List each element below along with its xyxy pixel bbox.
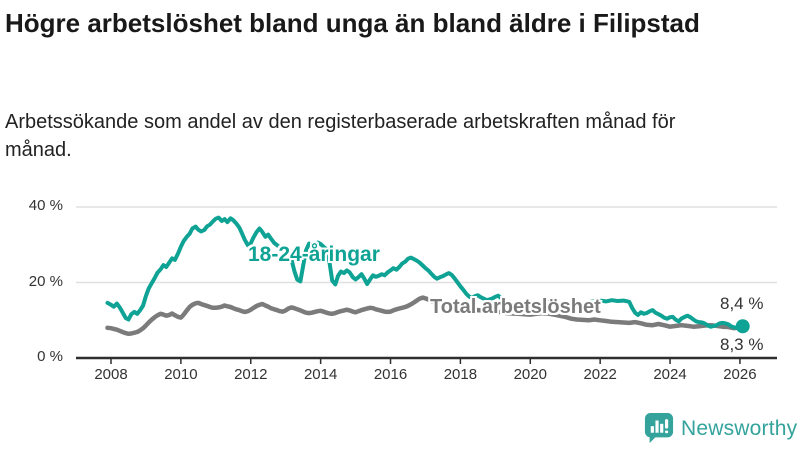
x-tick-label: 2018 <box>443 366 478 383</box>
end-value-label-youth: 8,4 % <box>720 294 764 313</box>
x-tick-label: 2022 <box>583 366 617 383</box>
newsworthy-wordmark: Newsworthy <box>681 416 798 440</box>
x-tick-label: 2008 <box>94 366 128 383</box>
series-line-18-24-åringar <box>105 215 745 330</box>
x-tick-label: 2020 <box>513 366 547 383</box>
end-value-label-total: 8,3 % <box>720 335 764 354</box>
x-tick-label: 2014 <box>303 366 338 383</box>
x-tick-label: 2024 <box>653 366 687 383</box>
x-tick-label: 2010 <box>164 366 198 383</box>
y-tick-label: 40 % <box>28 197 63 214</box>
bar-chart-speech-bubble-icon <box>644 413 674 444</box>
series-label-total: Total arbetslöshet <box>430 296 601 318</box>
x-tick-label: 2026 <box>723 366 757 383</box>
x-tick-label: 2016 <box>373 366 408 383</box>
newsworthy-logo: Newsworthy <box>644 412 797 445</box>
y-tick-label: 0 % <box>37 348 63 365</box>
page-title: Högre arbetslöshet bland unga än bland ä… <box>5 8 700 38</box>
x-tick-label: 2012 <box>234 366 268 383</box>
series-label-18-24: 18-24-åringar <box>248 243 380 266</box>
series-end-dot <box>735 319 750 334</box>
series-line-Total arbetslöshet <box>105 295 745 337</box>
y-tick-label: 20 % <box>28 272 63 290</box>
chart-subtitle: Arbetssökande som andel av den registerb… <box>5 111 676 161</box>
